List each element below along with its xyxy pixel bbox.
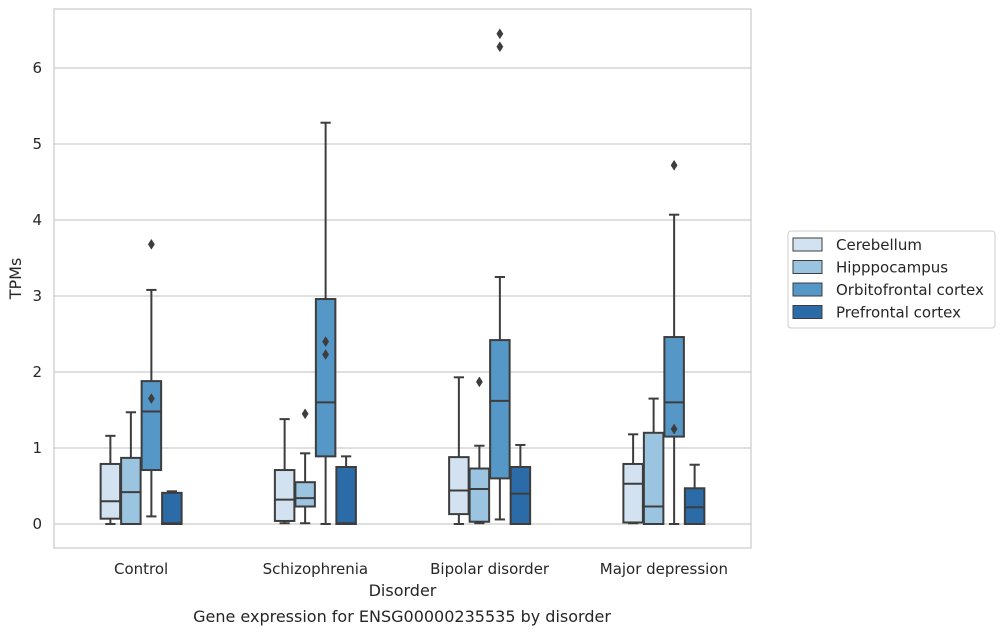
legend-item: Hipppocampus bbox=[792, 259, 948, 277]
y-tick-label: 4 bbox=[32, 211, 42, 229]
legend-label: Prefrontal cortex bbox=[836, 304, 961, 322]
x-tick-label: Schizophrenia bbox=[263, 560, 368, 578]
flier-point bbox=[301, 408, 309, 420]
y-axis-title: TPMs bbox=[6, 258, 25, 301]
y-tick-label: 0 bbox=[32, 515, 42, 533]
flier-point bbox=[147, 393, 155, 405]
x-axis-title: Disorder bbox=[369, 581, 437, 600]
legend-label: Hipppocampus bbox=[836, 259, 948, 277]
box-plot-item bbox=[273, 418, 296, 525]
box-series bbox=[99, 28, 706, 526]
box-plot-item bbox=[642, 397, 665, 525]
y-axis-ticks: 0 1 2 3 4 5 6 bbox=[32, 59, 42, 533]
box-plot-item bbox=[683, 463, 706, 525]
box-iqr bbox=[642, 431, 665, 525]
y-tick-label: 3 bbox=[32, 287, 42, 305]
x-tick-label: Bipolar disorder bbox=[430, 560, 550, 578]
x-tick-label: Control bbox=[114, 560, 168, 578]
box-iqr bbox=[120, 456, 142, 526]
box-plot-item bbox=[468, 376, 491, 525]
box-plot-item bbox=[140, 238, 163, 518]
legend-label: Cerebellum bbox=[836, 236, 922, 254]
box-iqr bbox=[622, 462, 644, 524]
box-plot-item bbox=[294, 408, 316, 525]
box-iqr bbox=[509, 466, 532, 525]
legend-item: Orbitofrontal cortex bbox=[792, 281, 984, 299]
box-iqr bbox=[335, 466, 357, 525]
flier-point bbox=[670, 159, 678, 171]
box-plot-item bbox=[99, 434, 122, 525]
box-iqr bbox=[294, 481, 316, 508]
flier-point bbox=[147, 238, 155, 250]
x-tick-label: Major depression bbox=[600, 560, 728, 578]
box-iqr bbox=[273, 469, 296, 522]
box-iqr bbox=[683, 487, 706, 525]
legend-swatch bbox=[792, 305, 823, 319]
box-plot-item bbox=[120, 411, 142, 526]
legend-item: Prefrontal cortex bbox=[792, 304, 961, 322]
box-plot-item bbox=[509, 443, 532, 525]
box-plot-item bbox=[663, 159, 685, 525]
y-tick-label: 5 bbox=[32, 135, 42, 153]
box-plot-item bbox=[161, 490, 183, 525]
box-iqr bbox=[314, 298, 337, 458]
legend-swatch bbox=[792, 282, 823, 297]
box-iqr bbox=[161, 491, 183, 525]
box-plot-item bbox=[314, 121, 337, 525]
plot-area-frame bbox=[53, 8, 752, 549]
y-tick-label: 2 bbox=[32, 363, 42, 381]
gridlines bbox=[54, 67, 751, 525]
box-iqr bbox=[489, 339, 511, 480]
box-iqr bbox=[140, 380, 163, 472]
legend-swatch bbox=[792, 237, 823, 252]
flier-point bbox=[322, 349, 330, 360]
x-axis-ticks: Control Schizophrenia Bipolar disorder Majo… bbox=[114, 560, 728, 578]
legend-label: Orbitofrontal cortex bbox=[836, 281, 984, 299]
box-iqr bbox=[663, 336, 685, 438]
flier-point bbox=[322, 336, 330, 348]
flier-point bbox=[496, 28, 504, 40]
y-tick-label: 1 bbox=[32, 439, 42, 457]
box-plot-item bbox=[335, 455, 357, 525]
box-plot-item bbox=[489, 28, 511, 521]
flier-point bbox=[475, 376, 483, 388]
legend-frame bbox=[787, 230, 996, 329]
y-tick-label: 6 bbox=[32, 59, 42, 77]
legend-item: Cerebellum bbox=[792, 236, 922, 254]
box-iqr bbox=[448, 456, 470, 516]
box-plot-item bbox=[448, 376, 470, 525]
legend-swatch bbox=[792, 260, 823, 274]
flier-point bbox=[670, 423, 678, 435]
box-plot-item bbox=[622, 433, 644, 525]
chart-caption: Gene expression for ENSG00000235535 by d… bbox=[193, 607, 611, 626]
box-iqr bbox=[99, 462, 122, 520]
box-iqr bbox=[468, 467, 491, 523]
legend: Cerebellum Hipppocampus Orbitofrontal cort… bbox=[787, 230, 996, 329]
flier-point bbox=[496, 41, 504, 53]
